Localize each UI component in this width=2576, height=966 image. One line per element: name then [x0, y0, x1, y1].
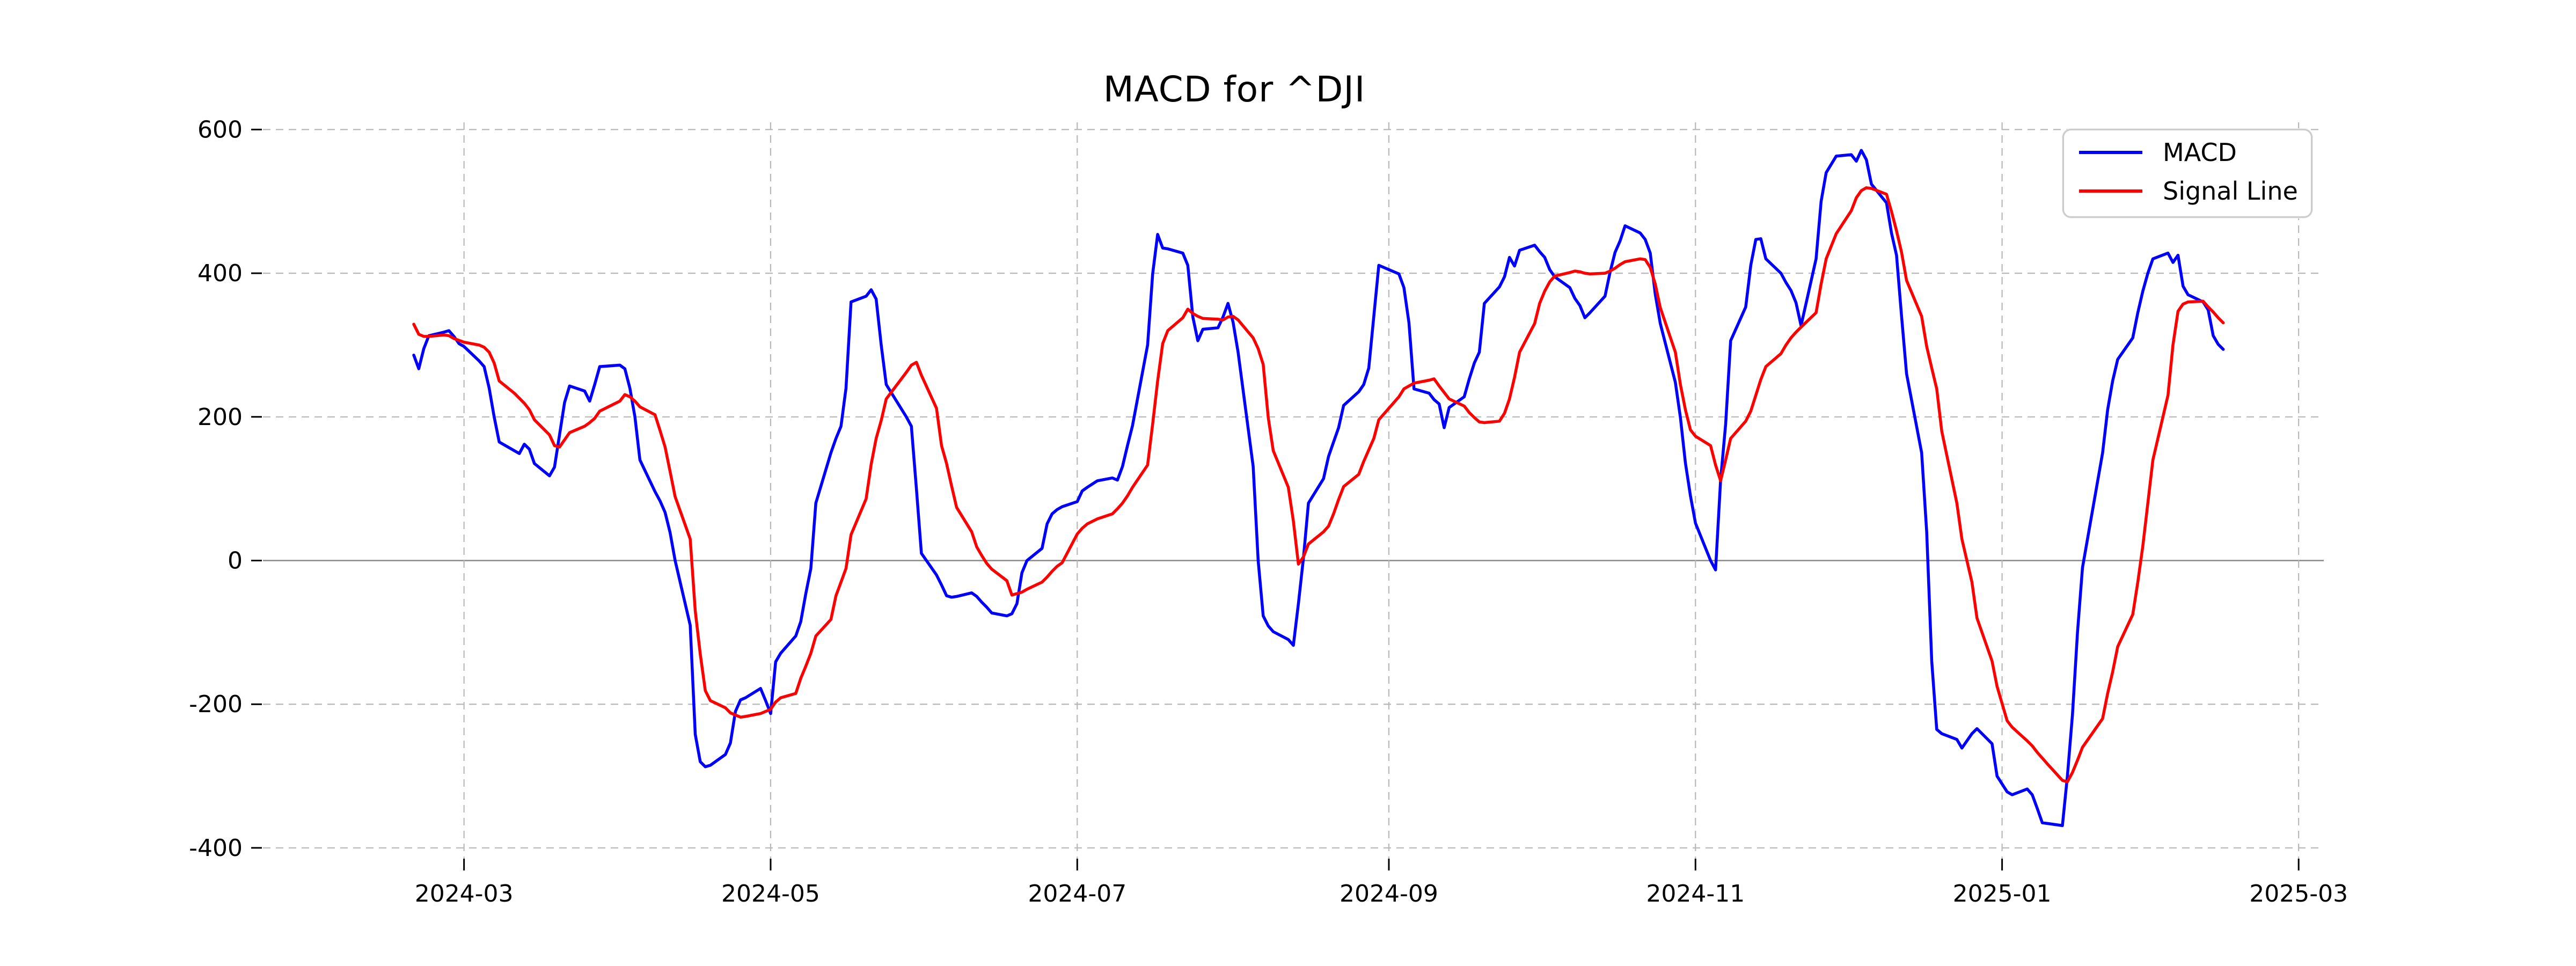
x-tick-label: 2025-01 — [1953, 880, 2052, 908]
signal-line — [412, 186, 2225, 784]
macd-line — [412, 149, 2225, 828]
y-tick-label: -200 — [189, 691, 243, 718]
y-tick-label: 0 — [228, 547, 243, 575]
y-tick-label: 600 — [197, 116, 243, 143]
x-tick-label: 2024-11 — [1646, 880, 1745, 908]
x-tick-label: 2024-03 — [415, 880, 514, 908]
x-tick-label: 2024-09 — [1340, 880, 1438, 908]
x-tick-label: 2024-07 — [1028, 880, 1126, 908]
y-tick-label: 400 — [197, 260, 243, 287]
macd-line-swatch — [2079, 151, 2142, 154]
y-tick-label: 200 — [197, 404, 243, 431]
legend-entry-signal: Signal Line — [2079, 173, 2298, 209]
y-tick-label: -400 — [189, 835, 243, 862]
chart-title-text: MACD for ^DJI — [1103, 69, 1366, 110]
signal-line-swatch — [2079, 189, 2142, 193]
legend-entry-macd: MACD — [2079, 135, 2237, 170]
legend-label-macd: MACD — [2163, 138, 2237, 167]
page-title: MACD for ^DJI — [0, 69, 2576, 110]
x-tick-label: 2025-03 — [2249, 880, 2348, 908]
x-tick-label: 2024-05 — [721, 880, 820, 908]
legend-label-signal: Signal Line — [2163, 177, 2298, 206]
legend: MACD Signal Line — [2062, 129, 2312, 218]
